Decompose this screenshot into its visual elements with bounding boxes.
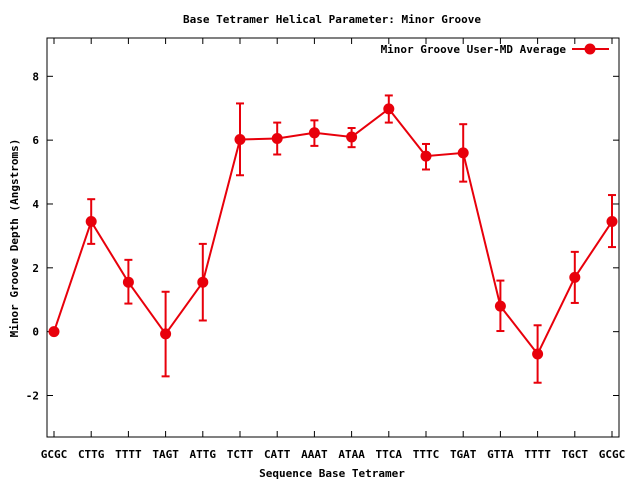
data-point xyxy=(457,147,469,159)
data-point xyxy=(271,133,283,145)
data-point xyxy=(606,216,618,228)
data-point xyxy=(85,216,97,228)
data-point xyxy=(122,276,134,288)
x-tick-label: ATTG xyxy=(190,448,217,461)
x-tick-label: TTTT xyxy=(524,448,551,461)
x-tick-label: TAGT xyxy=(152,448,179,461)
x-tick-label: TGCT xyxy=(562,448,589,461)
chart-title: Base Tetramer Helical Parameter: Minor G… xyxy=(183,13,481,26)
x-axis-ticks: GCGC CTTG TTTT TAGT ATTG TCTT CATT AAAT ATAA TTCA… xyxy=(41,38,626,461)
y-tick-label: -2 xyxy=(26,390,39,403)
x-tick-label: TTCA xyxy=(376,448,403,461)
y-tick-label: 6 xyxy=(32,134,39,147)
x-tick-label: GCGC xyxy=(41,448,68,461)
x-axis-label: Sequence Base Tetramer xyxy=(259,467,405,480)
x-tick-label: ATAA xyxy=(338,448,365,461)
data-point xyxy=(197,276,209,288)
data-point xyxy=(532,348,544,360)
x-tick-label: TCTT xyxy=(227,448,254,461)
x-tick-label: TTTC xyxy=(413,448,440,461)
data-point xyxy=(569,271,581,283)
x-tick-label: CATT xyxy=(264,448,291,461)
data-point xyxy=(160,328,172,340)
x-tick-label: GTTA xyxy=(487,448,514,461)
series-line xyxy=(53,107,613,356)
y-tick-label: 0 xyxy=(32,326,39,339)
data-point xyxy=(48,326,60,338)
data-point xyxy=(383,103,395,115)
y-tick-label: 2 xyxy=(32,262,39,275)
y-tick-label: 8 xyxy=(32,70,39,83)
x-tick-label: CTTG xyxy=(78,448,105,461)
x-tick-label: AAAT xyxy=(301,448,328,461)
y-tick-label: 4 xyxy=(32,198,39,211)
legend: Minor Groove User-MD Average xyxy=(381,43,609,56)
plot-frame xyxy=(46,37,620,438)
legend-label: Minor Groove User-MD Average xyxy=(381,43,567,56)
series-minor-groove xyxy=(48,94,618,384)
y-axis-ticks: -2 0 2 4 6 8 xyxy=(26,70,619,403)
data-point xyxy=(420,150,432,162)
data-point xyxy=(494,300,506,312)
data-point xyxy=(346,131,358,143)
data-point xyxy=(308,127,320,139)
x-tick-label: GCGC xyxy=(599,448,626,461)
data-point xyxy=(234,134,246,146)
y-axis-label: Minor Groove Depth (Angstroms) xyxy=(8,139,21,338)
x-tick-label: TGAT xyxy=(450,448,477,461)
legend-swatch-marker xyxy=(584,43,596,55)
x-tick-label: TTTT xyxy=(115,448,142,461)
